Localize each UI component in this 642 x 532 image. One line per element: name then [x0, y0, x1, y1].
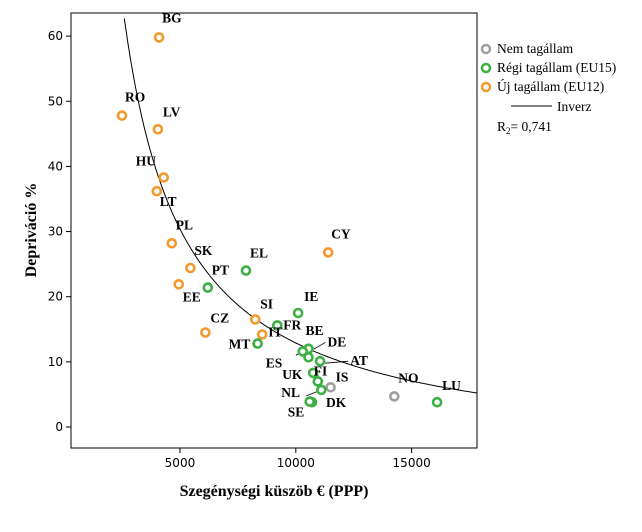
- plot-frame: [70, 12, 478, 449]
- label-lv: LV: [163, 104, 181, 119]
- label-nl: NL: [281, 385, 300, 400]
- label-fr: FR: [283, 317, 301, 332]
- x-tick-label: 10000: [277, 456, 315, 470]
- legend-marker-uj: [480, 81, 492, 93]
- x-tick-label: 15000: [393, 456, 431, 470]
- label-dk: DK: [326, 395, 347, 410]
- leader-de: [313, 341, 326, 350]
- label-no: NO: [398, 370, 418, 385]
- label-bg: BG: [162, 10, 182, 25]
- legend-r2-sub: 2: [506, 126, 511, 136]
- point-fi: [312, 376, 324, 387]
- legend-r2: R2= 0,741: [497, 119, 552, 136]
- data-points: [116, 32, 443, 408]
- label-it: IT: [268, 325, 282, 340]
- point-si: [250, 314, 261, 325]
- point-cz: [200, 327, 211, 338]
- y-tick-label: 0: [55, 420, 63, 434]
- point-is: [325, 381, 336, 393]
- label-ro: RO: [125, 90, 145, 105]
- leader-nl: [306, 391, 317, 397]
- point-fr: [271, 320, 283, 331]
- point-cy: [322, 247, 334, 258]
- label-pl: PL: [176, 217, 193, 232]
- point-pt: [202, 282, 214, 293]
- label-fi: FI: [314, 363, 328, 378]
- point-nl: [315, 384, 327, 396]
- y-tick-label: 40: [48, 159, 63, 173]
- y-tick-label: 10: [48, 355, 63, 369]
- legend-label-uj: Új tagállam (EU12): [497, 79, 604, 94]
- label-lu: LU: [442, 378, 461, 393]
- axis-ticks: 0 10 20 30 40 50 60 5000 10000 15000: [48, 29, 431, 470]
- legend-r2-value: = 0,741: [511, 119, 552, 134]
- y-axis-title: Depriváció %: [23, 183, 40, 278]
- label-at: AT: [350, 353, 368, 368]
- point-lt: [151, 185, 163, 197]
- y-tick-label: 50: [48, 94, 63, 108]
- point-se: [304, 396, 316, 407]
- legend: Nem tagállam Régi tagállam (EU15) Új tag…: [480, 41, 616, 136]
- fit-curve-group: [123, 18, 477, 394]
- point-hu: [158, 172, 169, 183]
- label-se: SE: [288, 405, 305, 420]
- point-sk: [185, 262, 196, 274]
- label-de: DE: [328, 334, 347, 349]
- legend-marker-nem: [480, 43, 492, 55]
- point-el: [240, 265, 252, 276]
- label-cz: CZ: [210, 311, 229, 326]
- point-lv: [152, 124, 164, 135]
- y-tick-label: 30: [48, 225, 63, 239]
- legend-r2-prefix: R: [497, 119, 506, 134]
- point-no: [388, 391, 400, 402]
- label-pt: PT: [212, 263, 229, 278]
- label-es: ES: [266, 355, 283, 370]
- point-ee: [173, 278, 185, 290]
- fit-curve: [123, 18, 477, 394]
- label-uk: UK: [282, 367, 303, 382]
- legend-marker-regi: [480, 62, 492, 74]
- label-sk: SK: [194, 243, 213, 258]
- point-ro: [116, 110, 128, 121]
- x-axis-title: Szegénységi küszöb € (PPP): [180, 483, 369, 500]
- label-si: SI: [260, 297, 273, 312]
- legend-label-nem: Nem tagállam: [497, 41, 574, 56]
- point-mt: [252, 338, 263, 349]
- point-pl: [166, 238, 178, 249]
- point-it: [256, 329, 268, 340]
- point-uk: [307, 367, 319, 379]
- point-es: [297, 346, 309, 357]
- point-at: [314, 355, 326, 367]
- label-el: EL: [250, 246, 268, 261]
- point-de: [303, 351, 314, 363]
- label-ie: IE: [304, 289, 318, 304]
- label-be: BE: [306, 323, 324, 338]
- label-hu: HU: [136, 154, 157, 169]
- label-ee: EE: [183, 289, 201, 304]
- x-tick-label: 5000: [165, 456, 196, 470]
- y-tick-label: 20: [48, 290, 63, 304]
- point-ie: [292, 307, 304, 319]
- legend-fit-label: Inverz: [557, 99, 591, 114]
- label-mt: MT: [229, 337, 251, 352]
- legend-label-regi: Régi tagállam (EU15): [497, 60, 616, 75]
- label-is: IS: [336, 369, 349, 384]
- point-bg: [153, 32, 165, 43]
- point-lu: [431, 396, 443, 408]
- label-cy: CY: [331, 226, 351, 241]
- label-lt: LT: [160, 194, 177, 209]
- y-tick-label: 60: [48, 29, 63, 43]
- leader-at: [325, 360, 349, 364]
